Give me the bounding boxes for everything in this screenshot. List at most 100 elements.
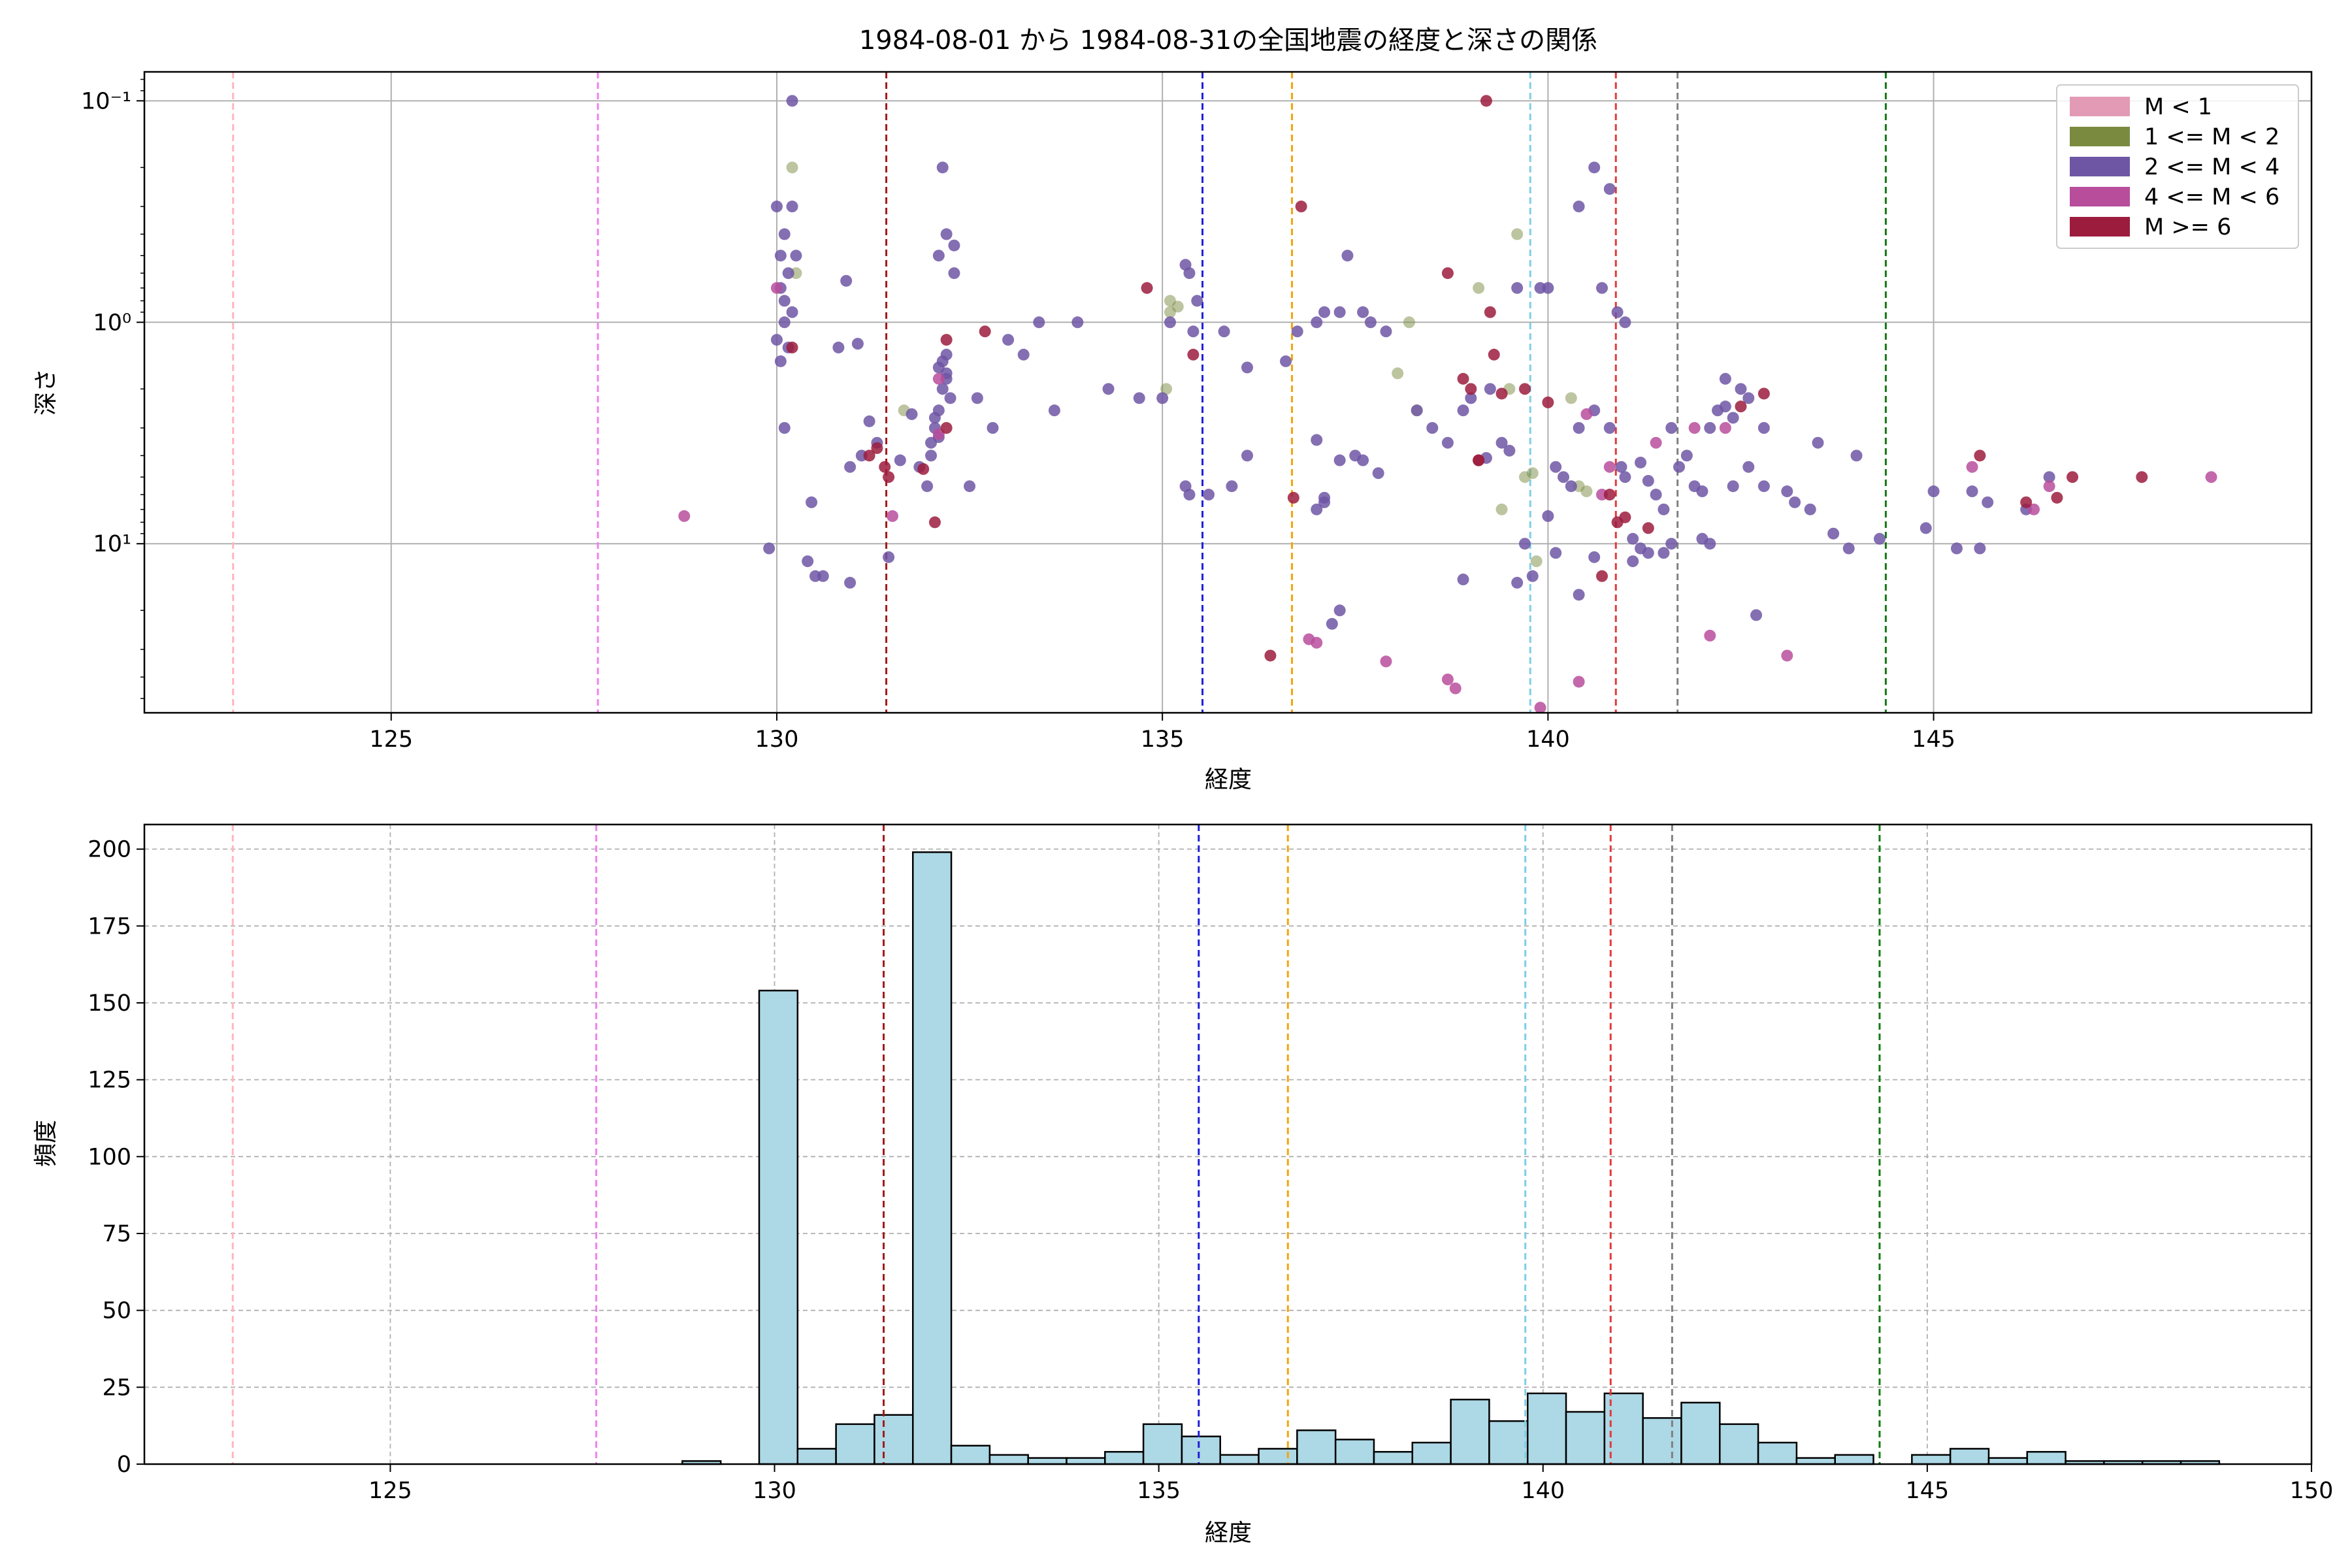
histogram-x-tick-label: 130 bbox=[753, 1478, 796, 1504]
scatter-point bbox=[786, 201, 798, 213]
scatter-point bbox=[1680, 449, 1693, 462]
histogram-y-tick-label: 100 bbox=[88, 1144, 131, 1170]
histogram-bar bbox=[1334, 1439, 1375, 1465]
scatter-point bbox=[770, 282, 783, 294]
scatter-point bbox=[1588, 161, 1601, 174]
scatter-point bbox=[2043, 480, 2055, 493]
scatter-point bbox=[1156, 392, 1169, 404]
histogram-bar bbox=[2026, 1450, 2066, 1465]
scatter-point bbox=[1357, 306, 1369, 318]
scatter-points bbox=[678, 95, 2217, 714]
histogram-bar bbox=[1027, 1457, 1068, 1465]
histogram-y-tick-label: 200 bbox=[88, 837, 131, 863]
scatter-point bbox=[987, 422, 999, 434]
scatter-point bbox=[1264, 649, 1277, 662]
scatter-point bbox=[1603, 489, 1616, 501]
scatter-point bbox=[1596, 282, 1609, 294]
scatter-point bbox=[1650, 489, 1662, 501]
scatter-point bbox=[1615, 461, 1627, 473]
scatter-point bbox=[1642, 474, 1654, 487]
scatter-point bbox=[917, 463, 930, 475]
scatter-point bbox=[940, 334, 953, 346]
scatter-x-tick-label: 125 bbox=[369, 727, 413, 753]
scatter-point bbox=[1927, 485, 1940, 498]
scatter-point bbox=[1480, 95, 1492, 107]
scatter-point bbox=[1357, 454, 1369, 466]
scatter-point bbox=[1530, 555, 1543, 568]
legend-swatch bbox=[2070, 217, 2130, 237]
scatter-point bbox=[2136, 471, 2148, 483]
histogram-axes-frame bbox=[143, 823, 2313, 1465]
scatter-point bbox=[971, 392, 983, 404]
scatter-point bbox=[1071, 316, 1084, 329]
scatter-point bbox=[2028, 503, 2040, 515]
scatter-point bbox=[1757, 480, 1770, 493]
scatter-point bbox=[1658, 547, 1670, 559]
scatter-point bbox=[2043, 471, 2055, 483]
scatter-point bbox=[1542, 396, 1554, 408]
scatter-point bbox=[817, 570, 829, 582]
histogram-bar bbox=[1142, 1423, 1183, 1465]
scatter-point bbox=[1673, 461, 1686, 473]
histogram-bars bbox=[681, 851, 2221, 1465]
scatter-point bbox=[879, 461, 891, 473]
scatter-point bbox=[940, 228, 953, 240]
histogram-y-ticks: 0 25 50 75 100 125 150 175 200 bbox=[88, 837, 144, 1478]
scatter-point bbox=[1449, 682, 1462, 694]
scatter-point bbox=[770, 334, 783, 346]
scatter-point bbox=[1403, 316, 1415, 329]
histogram-bar bbox=[1104, 1450, 1145, 1465]
histogram-bar bbox=[1488, 1420, 1529, 1465]
scatter-point bbox=[1719, 400, 1731, 413]
scatter-point bbox=[936, 383, 949, 395]
scatter-point bbox=[948, 239, 960, 252]
scatter-point bbox=[1642, 522, 1654, 534]
scatter-point bbox=[894, 454, 906, 466]
scatter-point bbox=[1619, 316, 1631, 329]
scatter-grid bbox=[144, 72, 2311, 713]
scatter-point bbox=[1573, 676, 1585, 688]
scatter-point bbox=[1503, 444, 1516, 457]
histogram-bar bbox=[1526, 1392, 1567, 1465]
scatter-x-tick-label: 135 bbox=[1141, 727, 1184, 753]
scatter-point bbox=[1688, 422, 1701, 434]
scatter-point bbox=[1873, 532, 1886, 545]
histogram-x-ticks: 125 130 135 140 145 150 bbox=[368, 1464, 2333, 1504]
histogram-bar bbox=[1795, 1457, 1836, 1465]
scatter-point bbox=[786, 95, 798, 107]
scatter-point bbox=[1473, 282, 1485, 294]
scatter-point bbox=[1603, 183, 1616, 195]
scatter-point bbox=[1951, 542, 1963, 555]
histogram-bar bbox=[1680, 1401, 1721, 1465]
scatter-point bbox=[1526, 467, 1539, 480]
scatter-point bbox=[1565, 480, 1577, 493]
scatter-reference-lines bbox=[232, 72, 1887, 713]
scatter-point bbox=[1465, 383, 1477, 395]
scatter-point bbox=[778, 422, 791, 434]
legend-label: M >= 6 bbox=[2144, 214, 2231, 240]
histogram-bar bbox=[1911, 1454, 1952, 1465]
scatter-point bbox=[1511, 282, 1524, 294]
scatter-point bbox=[1719, 422, 1731, 434]
scatter-legend: M < 1 1 <= M < 2 2 <= M < 4 4 <= M < 6 M >= … bbox=[2056, 84, 2299, 249]
scatter-point bbox=[1518, 383, 1531, 395]
scatter-point bbox=[1291, 325, 1303, 338]
scatter-point bbox=[932, 372, 945, 385]
scatter-point bbox=[1580, 485, 1593, 498]
scatter-point bbox=[1160, 383, 1173, 395]
scatter-point bbox=[1619, 471, 1631, 483]
scatter-point bbox=[2020, 496, 2033, 508]
scatter-point bbox=[1627, 532, 1639, 545]
scatter-point bbox=[1241, 449, 1254, 462]
legend-swatch bbox=[2070, 157, 2130, 176]
scatter-point bbox=[1187, 325, 1200, 338]
legend-swatch bbox=[2070, 187, 2130, 206]
scatter-point bbox=[1573, 589, 1585, 601]
histogram-bar bbox=[1411, 1441, 1452, 1465]
scatter-point bbox=[678, 510, 691, 522]
scatter-point bbox=[1311, 316, 1323, 329]
scatter-point bbox=[1603, 461, 1616, 473]
scatter-point bbox=[1742, 461, 1755, 473]
scatter-point bbox=[1495, 436, 1508, 449]
